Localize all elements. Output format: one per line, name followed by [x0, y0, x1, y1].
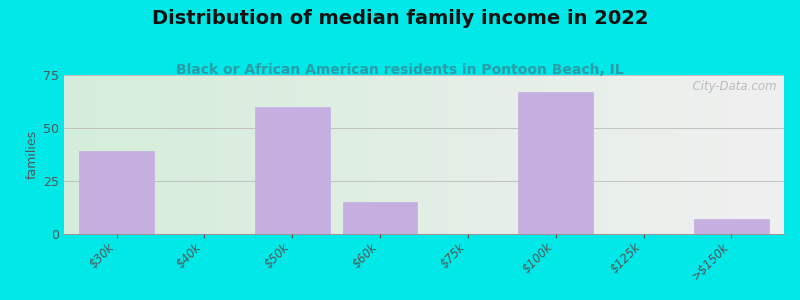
Bar [518, 92, 593, 234]
Y-axis label: families: families [26, 130, 39, 179]
Text: Black or African American residents in Pontoon Beach, IL: Black or African American residents in P… [176, 63, 624, 77]
Bar [694, 219, 769, 234]
Bar [342, 202, 418, 234]
Bar [79, 151, 154, 234]
Text: Distribution of median family income in 2022: Distribution of median family income in … [152, 9, 648, 28]
Text: City-Data.com: City-Data.com [685, 80, 777, 93]
Bar [255, 107, 330, 234]
